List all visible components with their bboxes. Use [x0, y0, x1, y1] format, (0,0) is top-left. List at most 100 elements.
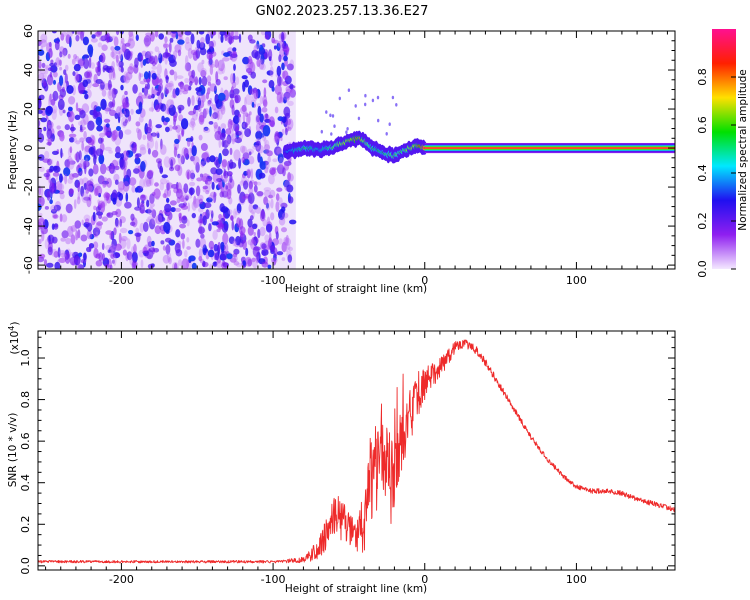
noise-speckle	[157, 50, 161, 59]
noise-speckle	[106, 165, 114, 172]
noise-speckle	[165, 126, 170, 133]
noise-speckle	[46, 262, 54, 268]
noise-speckle	[184, 78, 190, 84]
noise-speckle	[180, 84, 185, 91]
noise-speckle	[102, 182, 107, 188]
noise-speckle	[144, 42, 150, 48]
noise-speckle	[233, 261, 240, 266]
noise-speckle	[63, 167, 71, 177]
noise-speckle	[146, 142, 150, 150]
noise-speckle	[166, 31, 172, 36]
noise-speckle	[197, 97, 201, 108]
noise-speckle	[172, 50, 178, 60]
noise-speckle	[177, 259, 183, 267]
noise-speckle	[147, 206, 154, 216]
noise-speckle	[223, 52, 230, 57]
snr-y-multiplier-close: )	[9, 322, 21, 326]
noise-speckle	[43, 126, 47, 132]
noise-speckle	[138, 92, 143, 99]
noise-speckle	[60, 237, 66, 242]
signal-scatter	[354, 104, 357, 108]
noise-speckle	[120, 40, 124, 50]
signal-scatter	[391, 95, 395, 100]
noise-speckle	[107, 249, 112, 254]
noise-speckle	[52, 150, 59, 155]
noise-speckle	[166, 182, 174, 189]
noise-speckle	[270, 245, 276, 253]
noise-speckle	[54, 201, 62, 212]
noise-speckle	[67, 53, 71, 59]
noise-speckle	[190, 117, 196, 126]
noise-speckle	[232, 51, 237, 58]
noise-speckle	[138, 116, 144, 123]
noise-speckle	[98, 132, 106, 138]
snr-y-multiplier-base: (x10	[9, 331, 21, 355]
noise-speckle	[155, 131, 160, 138]
noise-speckle	[253, 232, 256, 237]
noise-speckle	[111, 245, 119, 252]
noise-speckle	[229, 147, 233, 156]
noise-speckle	[226, 188, 232, 200]
noise-speckle	[164, 103, 170, 114]
noise-speckle	[97, 200, 106, 209]
noise-speckle	[147, 263, 154, 269]
noise-speckle	[127, 66, 134, 75]
noise-speckle	[64, 124, 71, 131]
noise-speckle	[136, 127, 140, 134]
noise-speckle	[67, 177, 73, 184]
noise-speckle	[218, 213, 223, 220]
noise-speckle	[160, 144, 167, 155]
noise-speckle	[80, 234, 88, 242]
noise-speckle	[46, 137, 54, 142]
signal-scatter	[364, 93, 367, 98]
colorbar-gradient	[712, 29, 736, 269]
snr-y-multiplier-exponent: 4	[7, 326, 16, 331]
noise-speckle	[175, 87, 180, 96]
noise-speckle	[111, 49, 117, 60]
noise-speckle	[289, 219, 297, 225]
noise-speckle	[197, 105, 202, 112]
noise-speckle	[155, 104, 161, 113]
noise-speckle	[54, 261, 61, 269]
noise-speckle	[288, 196, 294, 204]
noise-speckle	[38, 72, 45, 81]
noise-speckle	[109, 264, 113, 269]
noise-speckle	[251, 257, 256, 263]
noise-speckle	[153, 188, 161, 199]
noise-speckle	[196, 177, 203, 182]
noise-speckle	[67, 225, 74, 238]
noise-speckle	[287, 100, 294, 106]
noise-speckle	[80, 185, 85, 197]
noise-speckle	[59, 173, 63, 183]
noise-speckle	[173, 262, 178, 269]
noise-speckle	[52, 172, 60, 177]
noise-speckle	[183, 84, 190, 92]
noise-speckle	[100, 163, 107, 175]
noise-speckle	[176, 75, 184, 80]
noise-speckle	[155, 196, 160, 200]
noise-speckle	[59, 133, 65, 142]
noise-speckle	[242, 81, 246, 93]
noise-speckle	[252, 204, 259, 210]
noise-speckle	[149, 134, 154, 143]
noise-speckle	[65, 237, 71, 245]
noise-speckle	[227, 160, 230, 171]
noise-speckle	[161, 115, 165, 123]
noise-speckle	[271, 86, 275, 92]
noise-speckle	[238, 113, 241, 118]
noise-speckle	[38, 238, 42, 245]
noise-speckle	[256, 144, 264, 154]
noise-speckle	[64, 252, 71, 264]
noise-speckle	[195, 162, 200, 173]
noise-speckle	[98, 213, 103, 219]
noise-speckle	[196, 39, 201, 49]
noise-speckle	[153, 87, 159, 96]
noise-speckle	[122, 249, 127, 256]
noise-speckle	[169, 59, 177, 67]
noise-speckle	[201, 93, 206, 103]
noise-speckle	[112, 98, 116, 108]
noise-speckle	[159, 78, 163, 85]
noise-speckle	[139, 144, 146, 151]
noise-speckle	[183, 183, 189, 194]
